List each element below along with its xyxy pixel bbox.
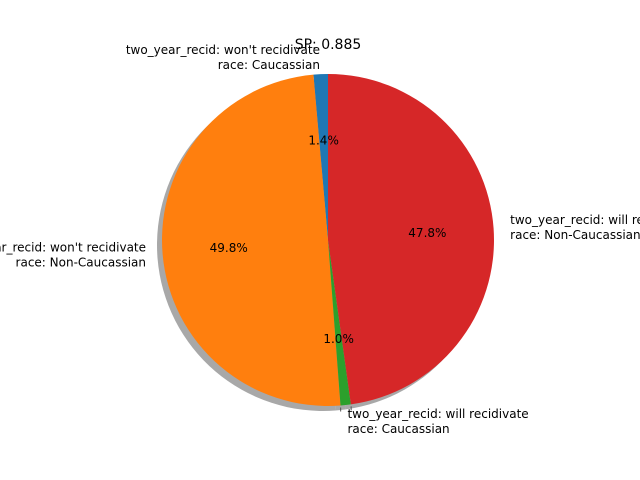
- label-tick-marks: [340, 406, 352, 412]
- slice-percent-label: 1.4%: [308, 133, 339, 147]
- slice-labels: two_year_recid: won't recidivate race: Ca…: [0, 43, 640, 436]
- plot-area: 1.4% 49.8% 1.0% 47.8% two_year_recid: won't…: [0, 43, 640, 436]
- pie-slice: [162, 74, 341, 406]
- pie-slice: [328, 240, 351, 406]
- slice-percent-label: 1.0%: [323, 332, 354, 346]
- slice-category-label: two_year_recid: won't recidivate race: Ca…: [126, 43, 320, 72]
- chart-title: SP: 0.885: [295, 37, 362, 53]
- pie-slice: [328, 74, 494, 405]
- percent-labels: 1.4% 49.8% 1.0% 47.8%: [210, 133, 447, 346]
- slice-percent-label: 47.8%: [408, 226, 446, 240]
- slice-category-label: two_year_recid: will recidivate race: Cau…: [347, 407, 528, 436]
- slice-percent-label: 49.8%: [210, 241, 248, 255]
- pie-slice: [313, 74, 328, 240]
- pie-wedges: [162, 74, 494, 406]
